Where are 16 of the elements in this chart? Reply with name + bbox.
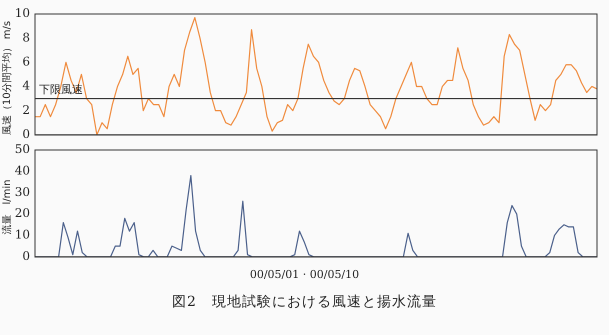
y-tick-label: 50 <box>14 142 30 156</box>
text: 図2 現地試験における風速と揚水流量 <box>171 293 438 311</box>
y-tick-label: 6 <box>22 54 30 68</box>
y-tick-label: 0 <box>22 248 30 263</box>
y-axis-title: 風速（10分間平均） m/s <box>2 20 14 136</box>
y-tick-label: 10 <box>14 228 30 242</box>
y-tick-label: 8 <box>22 30 30 44</box>
y-tick-label: 2 <box>22 102 30 117</box>
y-axis-title: 流量 l/min <box>2 179 14 235</box>
y-tick-label: 20 <box>14 206 30 220</box>
y-tick-label: 10 <box>14 6 30 20</box>
y-tick-label: 40 <box>14 163 30 178</box>
y-tick-label: 4 <box>22 78 30 93</box>
x-axis-title: 00/05/01 · 00/05/10 <box>248 268 360 281</box>
y-tick-label: 30 <box>14 184 30 199</box>
y-tick-label: 0 <box>22 126 30 141</box>
